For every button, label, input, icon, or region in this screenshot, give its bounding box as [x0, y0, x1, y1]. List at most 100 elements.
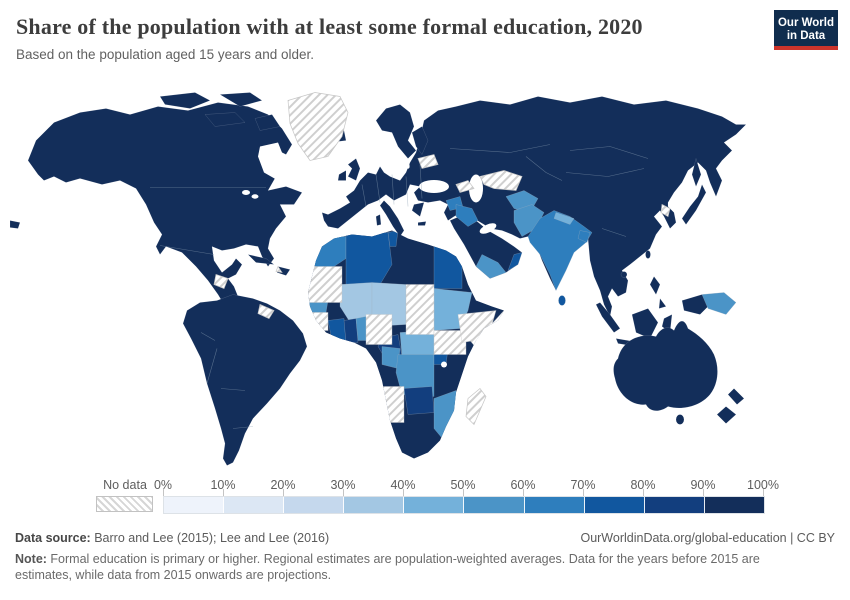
region-hainan[interactable]	[620, 271, 628, 278]
region-united-kingdom[interactable]	[347, 158, 361, 181]
map-legend: No data 0% 10% 20% 30% 40% 50% 60% 70% 80% 90% 100…	[0, 474, 850, 518]
region-caucasus[interactable]	[455, 180, 475, 193]
black-sea	[419, 180, 449, 193]
legend-no-data-swatch[interactable]	[96, 496, 153, 512]
region-zambia[interactable]	[403, 386, 435, 415]
legend-tick-mark	[163, 489, 164, 496]
legend-tick-mark	[463, 489, 464, 496]
region-belarus[interactable]	[417, 154, 439, 169]
legend-tick-mark	[403, 489, 404, 496]
no-data-regions	[213, 92, 671, 426]
region-madagascar[interactable]	[465, 387, 487, 426]
region-greece[interactable]	[411, 202, 427, 226]
region-cuba[interactable]	[247, 254, 275, 265]
region-india[interactable]	[527, 210, 593, 292]
legend-tick-label: 60%	[510, 478, 536, 492]
region-mauritania-wsahara[interactable]	[306, 266, 343, 303]
legend-tick-label: 70%	[570, 478, 596, 492]
region-guinea[interactable]	[308, 312, 329, 331]
legend-cell[interactable]	[404, 497, 465, 513]
legend-tick-mark	[343, 489, 344, 496]
legend-cell[interactable]	[644, 497, 705, 513]
region-scandinavia[interactable]	[375, 104, 417, 159]
legend-cell[interactable]	[284, 497, 345, 513]
legend-cell[interactable]	[704, 497, 764, 513]
region-south-america[interactable]	[182, 294, 308, 466]
legend-tick-mark	[283, 489, 284, 496]
persian-gulf	[479, 223, 497, 234]
legend-cell[interactable]	[464, 497, 525, 513]
region-arctic-islands[interactable]	[159, 92, 281, 131]
region-north-korea[interactable]	[660, 203, 671, 218]
region-nigeria[interactable]	[365, 314, 393, 345]
legend-tick-label: 20%	[270, 478, 296, 492]
region-central-america-nodata[interactable]	[213, 274, 229, 289]
legend-tick-mark	[523, 489, 524, 496]
owid-logo[interactable]: Our World in Data	[774, 10, 838, 50]
legend-cell[interactable]	[224, 497, 285, 513]
region-mozambique[interactable]	[433, 390, 461, 441]
legend-tick-mark	[583, 489, 584, 496]
legend-cell[interactable]	[344, 497, 405, 513]
region-chad[interactable]	[405, 284, 435, 335]
owid-logo-line2: in Data	[786, 30, 826, 42]
region-oman[interactable]	[507, 252, 523, 272]
region-nepal[interactable]	[553, 212, 575, 225]
data-source-text: Barro and Lee (2015); Lee and Lee (2016)	[90, 531, 330, 545]
region-egypt[interactable]	[433, 234, 463, 289]
legend-cell[interactable]	[524, 497, 585, 513]
legend-bar[interactable]	[163, 496, 765, 514]
region-finland[interactable]	[411, 126, 429, 155]
region-tunisia[interactable]	[387, 230, 399, 247]
chart-header: Share of the population with at least so…	[16, 14, 756, 62]
legend-tick-label: 50%	[450, 478, 476, 492]
region-ghana[interactable]	[343, 318, 359, 343]
caspian-sea	[469, 174, 483, 203]
hudson-bay	[258, 142, 286, 181]
legend-cell[interactable]	[164, 497, 225, 513]
great-lakes	[251, 194, 259, 199]
region-greenland[interactable]	[287, 92, 349, 161]
note-label: Note:	[15, 552, 47, 566]
page-subtitle: Based on the population aged 15 years an…	[16, 47, 314, 62]
data-source-label: Data source:	[15, 531, 91, 545]
owid-link[interactable]: OurWorldinData.org/global-education | CC…	[580, 531, 835, 545]
great-lakes	[242, 190, 250, 195]
region-iraq[interactable]	[455, 204, 479, 227]
data-source-line: Data source: Barro and Lee (2015); Lee a…	[15, 531, 329, 545]
region-angola[interactable]	[373, 386, 405, 423]
lake-victoria	[441, 361, 447, 368]
legend-tick-label: 10%	[210, 478, 236, 492]
page-title: Share of the population with at least so…	[16, 14, 643, 39]
region-sri-lanka[interactable]	[558, 295, 566, 306]
legend-cell[interactable]	[584, 497, 645, 513]
region-guyana-suriname[interactable]	[257, 304, 275, 319]
legend-tick-mark	[763, 489, 764, 496]
region-bangladesh[interactable]	[577, 230, 591, 243]
legend-tick-label: 0%	[153, 478, 173, 492]
region-new-zealand[interactable]	[716, 388, 745, 424]
region-cote-divoire[interactable]	[327, 318, 347, 343]
region-chukotka-wrap[interactable]	[10, 220, 21, 229]
region-philippines[interactable]	[649, 276, 667, 309]
region-australia[interactable]	[613, 321, 718, 411]
region-yemen[interactable]	[475, 254, 507, 279]
chart-footer: Data source: Barro and Lee (2015); Lee a…	[15, 531, 835, 583]
legend-tick-label: 80%	[630, 478, 656, 492]
legend-tick-mark	[703, 489, 704, 496]
region-haiti[interactable]	[275, 265, 283, 273]
region-new-guinea-west[interactable]	[681, 294, 711, 315]
region-turkmenistan-uzbekistan[interactable]	[479, 170, 523, 191]
legend-tick-label: 100%	[747, 478, 779, 492]
region-japan[interactable]	[681, 157, 707, 225]
region-tasmania[interactable]	[675, 414, 685, 425]
region-ireland[interactable]	[337, 170, 347, 181]
region-north-america[interactable]	[27, 102, 303, 305]
legend-tick-mark	[223, 489, 224, 496]
legend-tick-label: 40%	[390, 478, 416, 492]
region-papua-new-guinea[interactable]	[701, 292, 737, 315]
region-taiwan[interactable]	[645, 250, 651, 259]
world-choropleth-map[interactable]	[10, 88, 840, 474]
legend-tick-mark	[643, 489, 644, 496]
legend-no-data-label: No data	[103, 478, 147, 492]
